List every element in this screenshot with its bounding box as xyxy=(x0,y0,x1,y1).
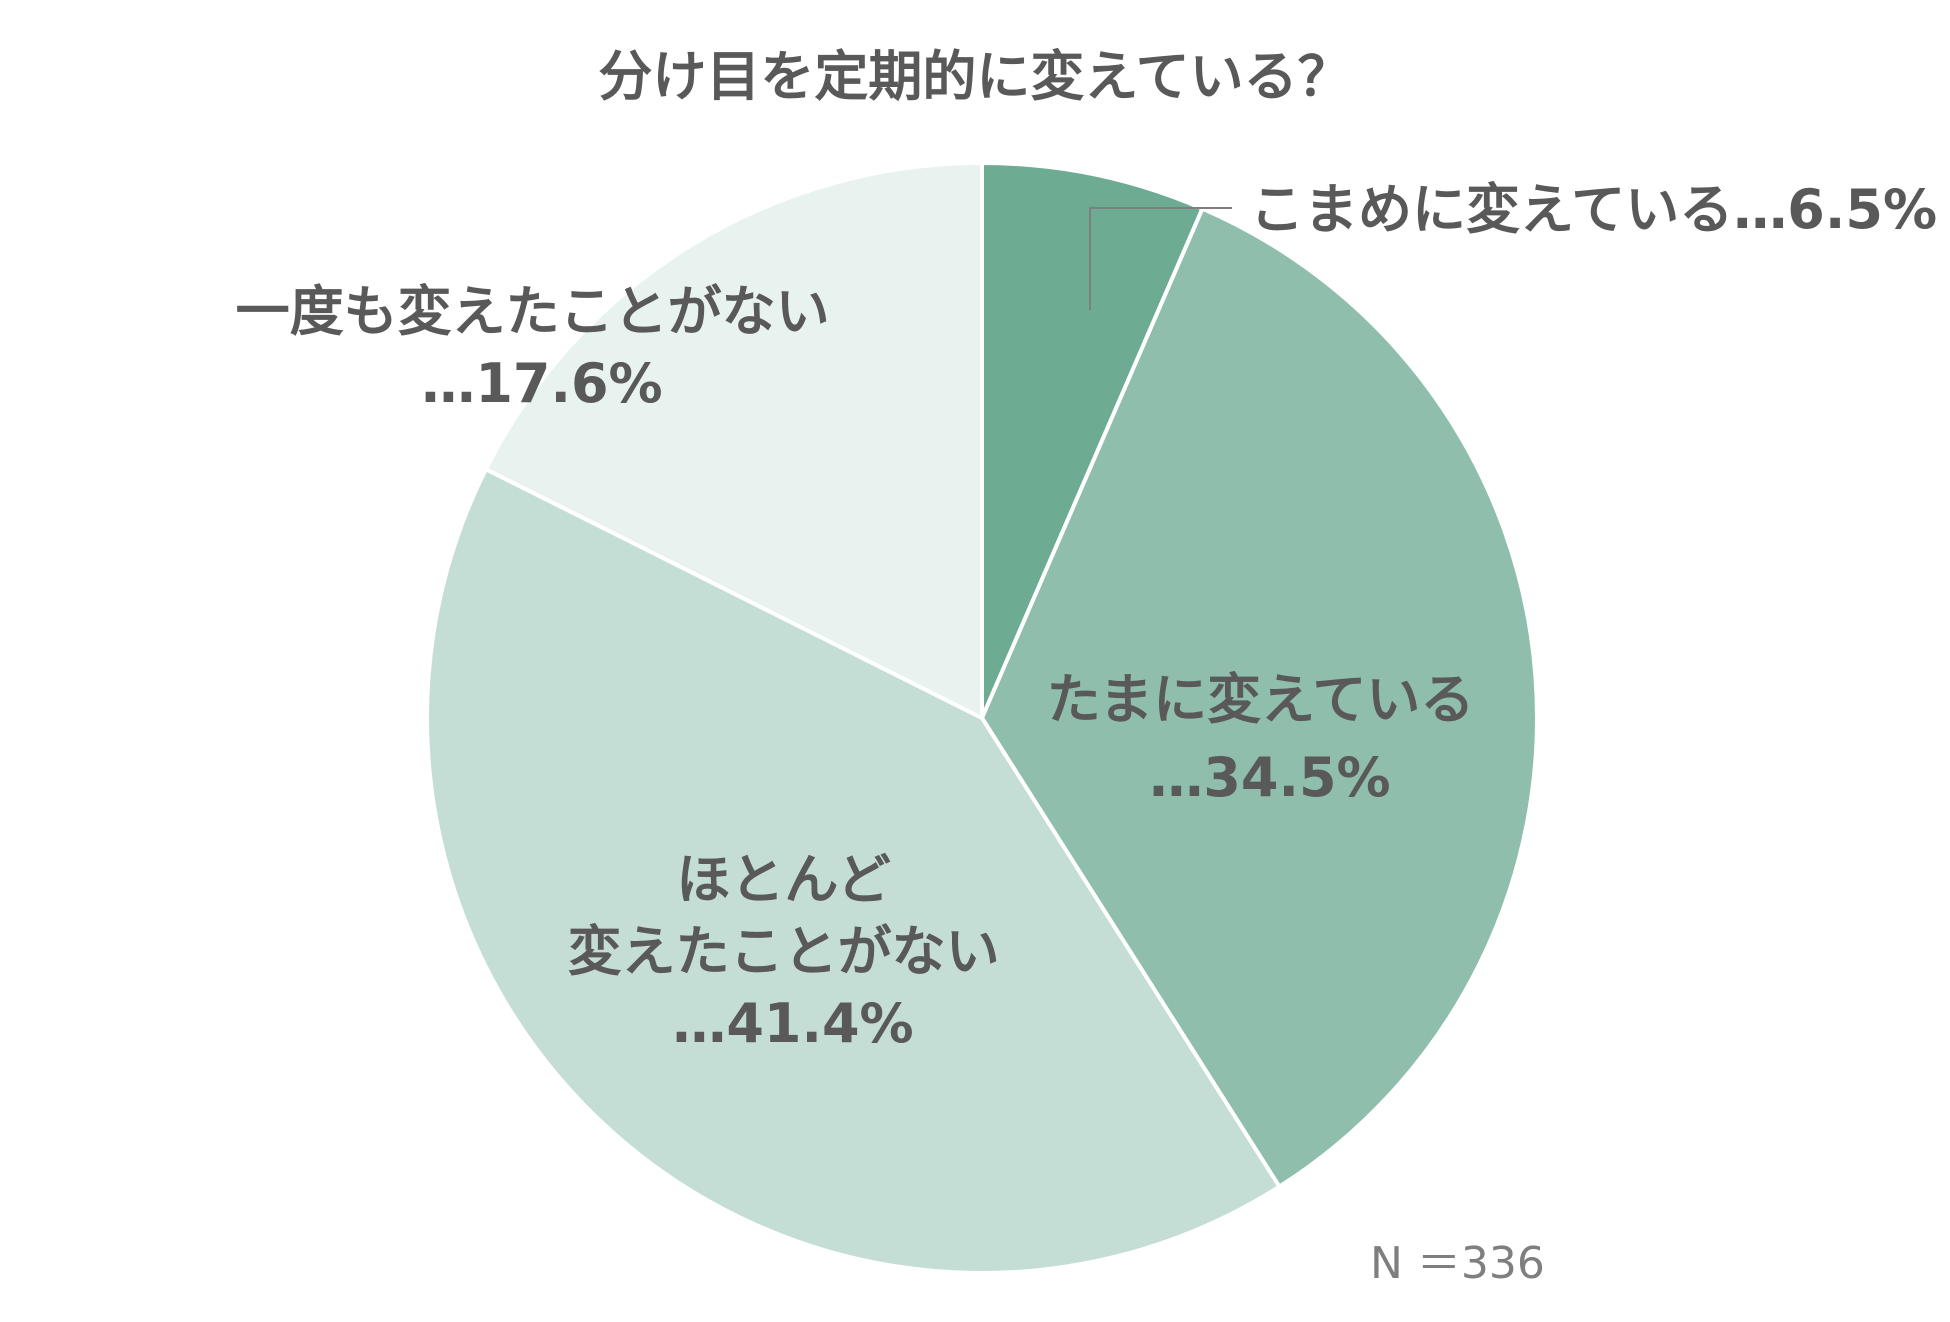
slice-hotondo xyxy=(425,466,1283,1275)
slice-label-ichido-line2: …17.6% xyxy=(421,352,662,415)
leader-line xyxy=(1089,207,1232,310)
slice-label-hotondo-line3: …41.4% xyxy=(672,992,913,1055)
slice-label-komame: こまめに変えている…6.5% xyxy=(1250,178,1937,241)
slice-label-hotondo: ほとんど 変えたことがない …41.4% xyxy=(568,848,1019,1055)
slice-label-tamani-line1: たまに変えている xyxy=(1047,668,1475,731)
chart-title: 分け目を定期的に変えている？ xyxy=(598,45,1351,108)
slice-label-ichido-line1: 一度も変えたことがない xyxy=(236,280,830,343)
slice-tamani xyxy=(979,206,1539,1190)
sample-size-note: N ＝336 xyxy=(1370,1238,1545,1289)
slice-label-hotondo-line2: 変えたことがない xyxy=(568,920,1000,983)
slice-label-ichido: 一度も変えたことがない …17.6% xyxy=(236,280,849,415)
slice-label-tamani-line2: …34.5% xyxy=(1149,746,1390,809)
slice-ichido xyxy=(483,160,984,722)
slice-komame xyxy=(980,160,1206,719)
pie-slices xyxy=(425,160,1539,1275)
slice-label-hotondo-line1: ほとんど xyxy=(676,848,890,911)
slice-label-tamani: たまに変えている …34.5% xyxy=(1047,668,1494,809)
